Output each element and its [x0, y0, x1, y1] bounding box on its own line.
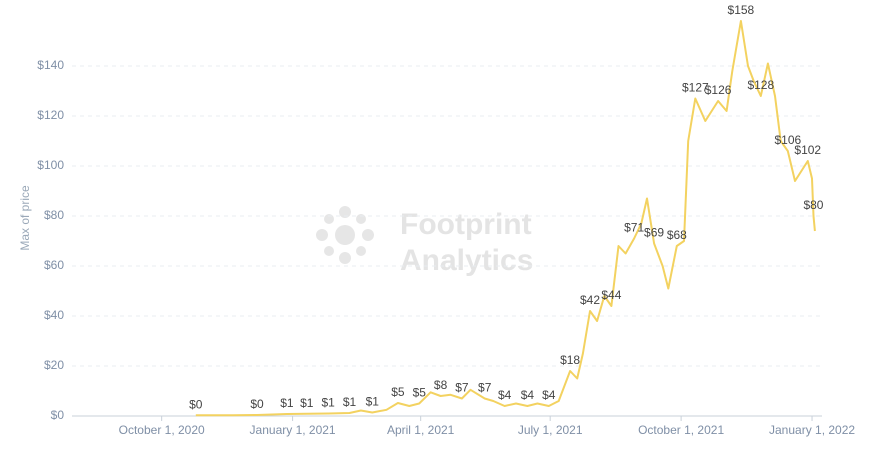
value-label: $69 — [644, 226, 664, 240]
value-label: $71 — [624, 221, 644, 235]
y-axis-label: Max of price — [18, 185, 32, 251]
value-label: $1 — [366, 395, 380, 409]
value-label: $0 — [189, 397, 203, 411]
value-label: $4 — [498, 388, 512, 402]
value-label: $127 — [682, 81, 709, 95]
x-tick-label: July 1, 2021 — [518, 423, 583, 437]
value-label: $106 — [774, 133, 801, 147]
y-tick-label: $100 — [37, 158, 64, 172]
y-tick-label: $0 — [51, 408, 65, 422]
y-tick-label: $120 — [37, 108, 64, 122]
value-label: $1 — [343, 395, 357, 409]
value-label: $158 — [728, 3, 755, 17]
value-label: $4 — [521, 388, 535, 402]
value-label: $1 — [300, 396, 314, 410]
value-label: $0 — [250, 397, 264, 411]
watermark: Footprint — [400, 208, 532, 241]
y-tick-label: $20 — [44, 358, 64, 372]
value-label: $4 — [542, 388, 556, 402]
x-tick-label: April 1, 2021 — [387, 423, 455, 437]
x-tick-label: January 1, 2022 — [769, 423, 855, 437]
y-tick-label: $60 — [44, 258, 64, 272]
value-label: $68 — [667, 228, 687, 242]
x-tick-label: January 1, 2021 — [250, 423, 336, 437]
value-label: $18 — [560, 353, 580, 367]
y-tick-label: $140 — [37, 58, 64, 72]
value-label: $126 — [705, 83, 732, 97]
value-label: $7 — [455, 381, 469, 395]
value-label: $102 — [794, 143, 821, 157]
value-label: $128 — [747, 78, 774, 92]
value-label: $1 — [321, 396, 335, 410]
value-label: $80 — [803, 198, 823, 212]
value-label: $44 — [601, 288, 621, 302]
y-tick-label: $40 — [44, 308, 64, 322]
y-tick-label: $80 — [44, 208, 64, 222]
x-tick-label: October 1, 2021 — [638, 423, 724, 437]
value-label: $7 — [478, 381, 492, 395]
value-label: $1 — [280, 396, 294, 410]
watermark-logo — [316, 206, 374, 264]
watermark: Analytics — [400, 244, 533, 277]
value-label: $8 — [434, 378, 448, 392]
value-label: $42 — [580, 293, 600, 307]
x-tick-label: October 1, 2020 — [119, 423, 205, 437]
price-line — [195, 20, 816, 417]
value-label: $5 — [413, 386, 427, 400]
value-label: $5 — [391, 385, 405, 399]
